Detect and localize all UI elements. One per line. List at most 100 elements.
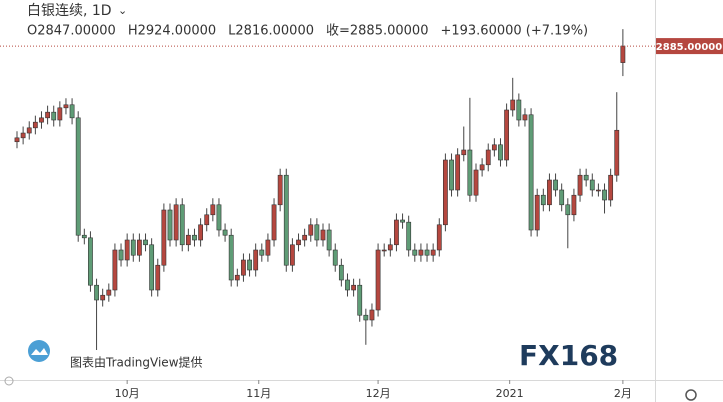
- last-price-tag: [656, 38, 723, 55]
- ohlc-legend: O2847.00000 H2924.00000 L2816.00000 收=2885.…: [27, 24, 588, 39]
- candle-body: [504, 109, 509, 161]
- candle-body: [124, 239, 130, 261]
- candle-body: [216, 204, 222, 231]
- candle-body: [137, 239, 142, 256]
- candle-body: [253, 249, 259, 271]
- candle-body: [26, 127, 32, 134]
- candle-body: [20, 132, 26, 139]
- candle-body: [112, 249, 118, 291]
- candle-body: [45, 111, 50, 119]
- candle-body: [173, 204, 179, 241]
- candle-body: [400, 219, 405, 223]
- candle-body: [540, 194, 546, 206]
- candle-body: [614, 129, 620, 176]
- candle-body: [32, 121, 38, 129]
- candle-body: [620, 45, 626, 63]
- chart-title: 白银连续, 1D: [27, 2, 112, 19]
- candle-body: [351, 284, 356, 291]
- candle-body: [39, 117, 44, 123]
- candle-body: [94, 284, 99, 301]
- candle-body: [442, 159, 448, 226]
- candle-body: [595, 189, 601, 192]
- candle-body: [228, 234, 234, 281]
- candle-body: [461, 149, 467, 156]
- candle-body: [516, 99, 522, 121]
- candle-body: [547, 179, 552, 206]
- ohlc-value: H2924.00000: [128, 24, 216, 39]
- candle-body: [583, 174, 589, 181]
- candle-body: [222, 229, 228, 236]
- timezone-icon[interactable]: [4, 376, 14, 386]
- candle-body: [271, 204, 277, 241]
- candle-body: [198, 224, 203, 241]
- candle-body: [149, 244, 155, 291]
- candle-body: [406, 221, 412, 251]
- candle-body: [247, 259, 252, 271]
- candle-body: [522, 114, 528, 121]
- candle-body: [51, 111, 57, 121]
- candle-body: [510, 99, 516, 111]
- candle-body: [314, 224, 320, 241]
- candle-body: [528, 114, 534, 231]
- candle-body: [602, 189, 607, 201]
- candle-body: [130, 239, 136, 256]
- candle-body: [75, 117, 81, 236]
- candle-body: [161, 209, 167, 266]
- candle-body: [424, 249, 430, 256]
- candle-body: [381, 249, 387, 252]
- candle-body: [326, 229, 332, 251]
- candle-body: [57, 107, 63, 121]
- x-tick-label: 2月: [614, 387, 632, 400]
- candle-body: [553, 179, 558, 191]
- ohlc-value: L2816.00000: [228, 24, 314, 39]
- candle-body: [14, 137, 20, 143]
- candle-body: [387, 244, 393, 251]
- dropdown-icon[interactable]: ⌄: [118, 4, 127, 17]
- candle-body: [491, 144, 497, 151]
- candle-body: [498, 144, 503, 161]
- candle-body: [357, 284, 363, 316]
- candle-body: [375, 249, 381, 311]
- candle-body: [234, 274, 240, 281]
- candle-body: [179, 204, 185, 246]
- ohlc-value: +193.60000 (+7.19%): [440, 24, 588, 39]
- candle-body: [241, 259, 246, 276]
- last-price-label: 2885.00000: [656, 42, 722, 53]
- candle-body: [155, 264, 161, 291]
- candle-body: [338, 264, 344, 281]
- candle-body: [118, 249, 124, 261]
- x-tick-label: 10月: [115, 387, 140, 400]
- settings-icon[interactable]: [685, 389, 697, 401]
- candle-body: [455, 154, 461, 191]
- x-tick-label: 2021: [496, 387, 524, 400]
- candle-body: [289, 244, 295, 266]
- candle-body: [430, 249, 436, 256]
- ohlc-value: O2847.00000: [27, 24, 116, 39]
- candle-body: [577, 174, 583, 196]
- candle-body: [589, 179, 595, 191]
- candle-body: [88, 237, 93, 286]
- candle-body: [308, 224, 314, 236]
- candle-body: [418, 249, 424, 256]
- logo: FX168: [519, 339, 618, 372]
- candle-body: [204, 214, 210, 226]
- candle-body: [565, 204, 571, 216]
- candle-body: [332, 249, 338, 266]
- candle-body: [81, 234, 87, 239]
- candle-body: [192, 234, 197, 241]
- candle-body: [473, 169, 479, 196]
- candle-body: [63, 104, 69, 109]
- candle-body: [69, 104, 75, 119]
- candles: [14, 29, 626, 350]
- candle-body: [265, 239, 271, 256]
- candle-body: [296, 239, 301, 246]
- candle-body: [345, 279, 350, 291]
- candle-body: [106, 289, 112, 296]
- candle-body: [412, 249, 418, 256]
- candle-body: [100, 294, 106, 301]
- candle-body: [449, 159, 454, 191]
- tradingview-logo: [28, 340, 50, 362]
- candle-body: [369, 309, 375, 321]
